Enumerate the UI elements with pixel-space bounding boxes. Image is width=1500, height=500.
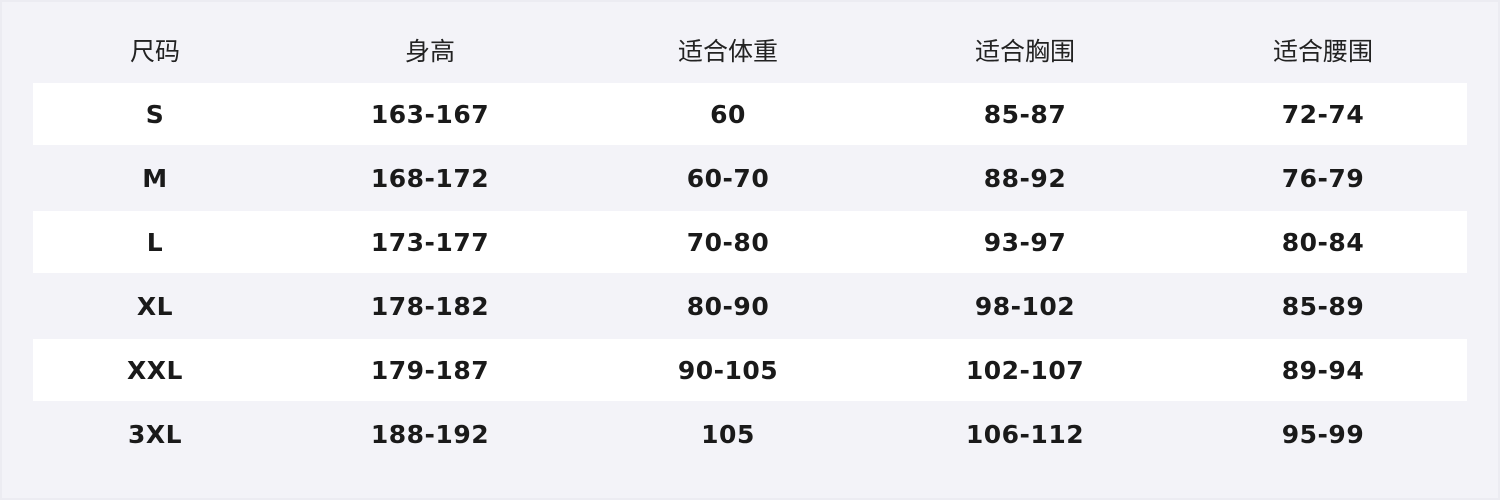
table-cell: 72-74: [1281, 99, 1365, 129]
table-cell: 85-87: [983, 99, 1067, 129]
table-cell: 173-177: [370, 227, 490, 257]
table-cell: 188-192: [370, 419, 490, 449]
table-row: XL 178-182 80-90 98-102 85-89: [33, 275, 1467, 337]
table-cell: 95-99: [1281, 419, 1365, 449]
table-row: XXL 179-187 90-105 102-107 89-94: [33, 339, 1467, 401]
table-cell: 179-187: [370, 355, 490, 385]
table-cell: 70-80: [686, 227, 770, 257]
table-cell: 80-84: [1281, 227, 1365, 257]
header-cell: 身高: [404, 37, 455, 66]
table-cell: XXL: [127, 355, 183, 385]
header-row: 尺码 身高 适合体重 适合胸围 适合腰围: [33, 19, 1467, 81]
header-cell: 适合体重: [677, 37, 778, 66]
table-cell: 163-167: [370, 99, 490, 129]
table-cell: 102-107: [965, 355, 1085, 385]
table-cell: 98-102: [974, 291, 1076, 321]
header-cell: 适合腰围: [1272, 37, 1373, 66]
table-cell: S: [145, 99, 165, 129]
table-cell: 93-97: [983, 227, 1067, 257]
table-cell: 106-112: [965, 419, 1085, 449]
table-cell: 90-105: [677, 355, 779, 385]
table-row: M 168-172 60-70 88-92 76-79: [33, 147, 1467, 209]
table-cell: 89-94: [1281, 355, 1365, 385]
table-cell: 88-92: [983, 163, 1067, 193]
table-cell: 168-172: [370, 163, 490, 193]
table-cell: 85-89: [1281, 291, 1365, 321]
table-cell: M: [142, 163, 168, 193]
table-cell: L: [146, 227, 164, 257]
table-row: S 163-167 60 85-87 72-74: [33, 83, 1467, 145]
table-row: L 173-177 70-80 93-97 80-84: [33, 211, 1467, 273]
header-cell: 尺码: [129, 37, 180, 66]
table-cell: 76-79: [1281, 163, 1365, 193]
table-cell: 80-90: [686, 291, 770, 321]
header-cell: 适合胸围: [974, 37, 1075, 66]
table-cell: 178-182: [370, 291, 490, 321]
table-row: 3XL 188-192 105 106-112 95-99: [33, 403, 1467, 465]
table-cell: 3XL: [127, 419, 183, 449]
table-cell: 60: [710, 99, 746, 129]
table-cell: 105: [701, 419, 755, 449]
table-cell: 60-70: [686, 163, 770, 193]
table-cell: XL: [136, 291, 174, 321]
